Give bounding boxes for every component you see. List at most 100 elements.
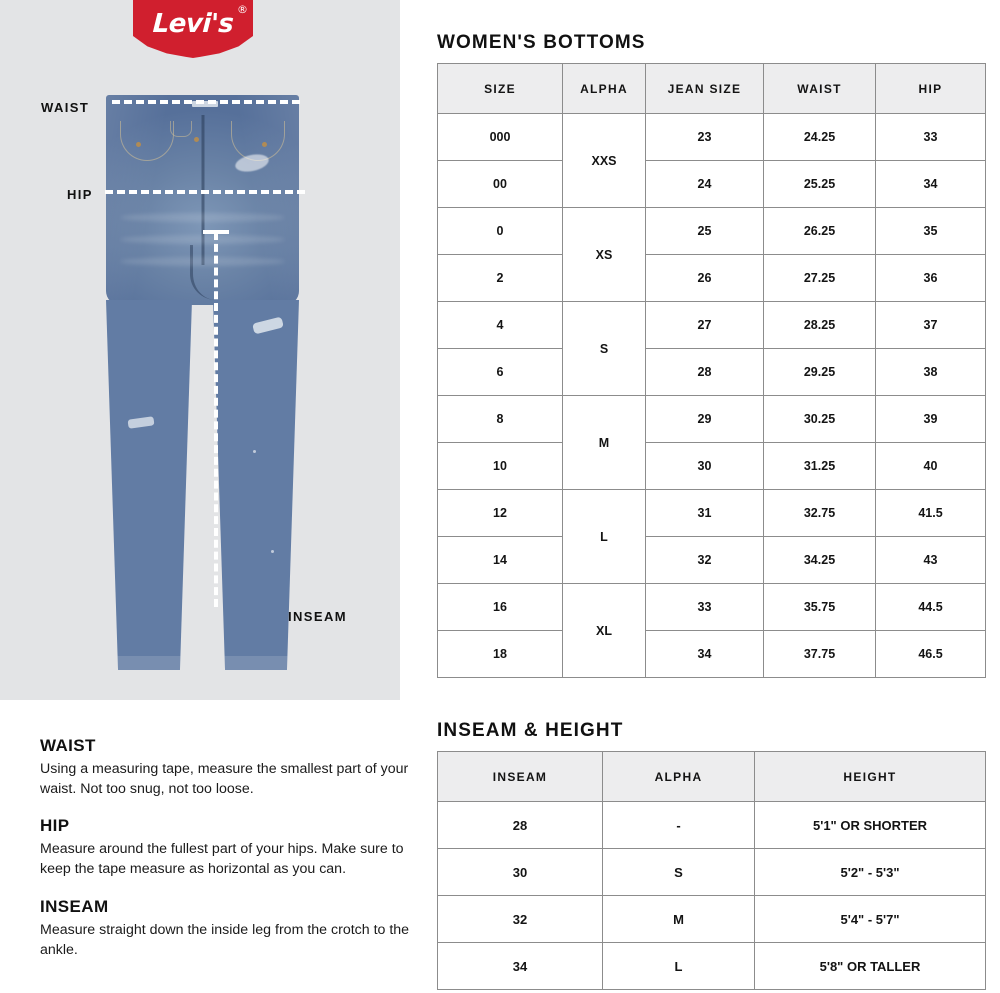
cell-size: 16 xyxy=(437,583,563,631)
table-row: 28 - 5'1" OR SHORTER xyxy=(437,801,986,849)
column-header-waist: WAIST xyxy=(763,63,876,114)
inseam-height-section: INSEAM & HEIGHT INSEAM ALPHA HEIGHT 28 -… xyxy=(437,720,986,990)
fade-band xyxy=(120,235,285,244)
instruction-title: INSEAM xyxy=(40,896,109,916)
inseam-height-title: INSEAM & HEIGHT xyxy=(437,720,624,741)
instruction-title: WAIST xyxy=(40,736,96,755)
cell-jean-size: 25 xyxy=(645,207,764,255)
cell-inseam: 30 xyxy=(437,848,603,896)
column-header-size: SIZE xyxy=(437,63,563,114)
waistband xyxy=(112,95,305,115)
jeans-illustration-panel: Levi's ® xyxy=(0,0,400,700)
column-header-alpha: ALPHA xyxy=(562,63,646,114)
column-header-inseam: INSEAM xyxy=(437,751,603,802)
levis-logo: Levi's ® xyxy=(133,0,253,60)
table-row: 2 26 27.25 36 xyxy=(437,254,986,302)
cell-alpha: M xyxy=(602,895,755,943)
cell-hip: 36 xyxy=(875,254,986,302)
cell-size: 14 xyxy=(437,536,563,584)
cell-waist: 28.25 xyxy=(763,301,876,349)
fabric-speck xyxy=(253,450,256,453)
cell-size: 18 xyxy=(437,630,563,678)
cell-hip: 34 xyxy=(875,160,986,208)
table-row: 12 L 31 32.75 41.5 xyxy=(437,489,986,584)
waistband-tag xyxy=(191,101,218,107)
cell-hip: 41.5 xyxy=(875,489,986,537)
cell-height: 5'1" OR SHORTER xyxy=(754,801,986,849)
cell-hip: 44.5 xyxy=(875,583,986,631)
cell-alpha: - xyxy=(602,801,755,849)
cell-hip: 39 xyxy=(875,395,986,443)
fade-band xyxy=(120,213,285,222)
rivet xyxy=(262,142,267,147)
cell-hip: 40 xyxy=(875,442,986,490)
cell-size: 2 xyxy=(437,254,563,302)
cell-inseam: 32 xyxy=(437,895,603,943)
waist-diagram-label: WAIST xyxy=(41,100,90,115)
leg-hem xyxy=(213,656,299,670)
womens-bottoms-body: 000 XXS 23 24.25 33 00 24 25.25 34 0 XS … xyxy=(437,113,986,678)
batwing-shape xyxy=(133,0,253,58)
cell-height: 5'2" - 5'3" xyxy=(754,848,986,896)
table-header-row: SIZE ALPHA JEAN SIZE WAIST HIP xyxy=(437,63,986,114)
cell-waist: 32.75 xyxy=(763,489,876,537)
table-row: 16 XL 33 35.75 44.5 xyxy=(437,583,986,678)
jeans-upper-body xyxy=(106,95,299,305)
hip-diagram-label: HIP xyxy=(67,187,93,202)
cell-hip: 38 xyxy=(875,348,986,396)
hip-measure-line xyxy=(105,190,305,194)
cell-height: 5'4" - 5'7" xyxy=(754,895,986,943)
coin-pocket xyxy=(170,121,192,137)
cell-waist: 35.75 xyxy=(763,583,876,631)
cell-waist: 25.25 xyxy=(763,160,876,208)
cell-size: 4 xyxy=(437,301,563,349)
table-row: 00 24 25.25 34 xyxy=(437,160,986,208)
cell-waist: 30.25 xyxy=(763,395,876,443)
instruction-title: HIP xyxy=(40,816,70,836)
inseam-height-body: 28 - 5'1" OR SHORTER 30 S 5'2" - 5'3" 32… xyxy=(437,801,986,990)
womens-bottoms-table: SIZE ALPHA JEAN SIZE WAIST HIP 000 XXS 2… xyxy=(437,63,986,678)
cell-hip: 35 xyxy=(875,207,986,255)
cell-jean-size: 27 xyxy=(645,301,764,349)
cell-jean-size: 26 xyxy=(645,254,764,302)
cell-inseam: 34 xyxy=(437,942,603,990)
cell-jean-size: 29 xyxy=(645,395,764,443)
cell-jean-size: 23 xyxy=(645,113,764,161)
cell-waist: 37.75 xyxy=(763,630,876,678)
instruction-body: Measure around the fullest part of your … xyxy=(40,841,404,878)
instruction-body: Measure straight down the inside leg fro… xyxy=(40,921,410,958)
fade-band xyxy=(120,257,285,266)
inseam-diagram-label: INSEAM xyxy=(288,609,347,624)
womens-bottoms-section: WOMEN'S BOTTOMS SIZE ALPHA JEAN SIZE WAI… xyxy=(437,32,986,678)
cell-alpha: L xyxy=(602,942,755,990)
column-header-jean-size: JEAN SIZE xyxy=(645,63,764,114)
column-header-hip: HIP xyxy=(875,63,986,114)
table-row: 34 L 5'8" OR TALLER xyxy=(437,942,986,990)
cell-hip: 46.5 xyxy=(875,630,986,678)
instruction-waist: WAIST Using a measuring tape, measure th… xyxy=(40,736,412,799)
jeans-leg-left xyxy=(106,300,192,670)
cell-waist: 24.25 xyxy=(763,113,876,161)
cell-size: 10 xyxy=(437,442,563,490)
table-row: 14 32 34.25 43 xyxy=(437,536,986,584)
table-header-row: INSEAM ALPHA HEIGHT xyxy=(437,751,986,802)
column-header-height: HEIGHT xyxy=(754,751,986,802)
table-row: 0 XS 25 26.25 35 xyxy=(437,207,986,302)
registered-trademark-icon: ® xyxy=(237,3,248,16)
cell-alpha: S xyxy=(602,848,755,896)
cell-size: 0 xyxy=(437,207,563,255)
cell-hip: 43 xyxy=(875,536,986,584)
cell-size: 00 xyxy=(437,160,563,208)
instruction-inseam: INSEAM Measure straight down the inside … xyxy=(40,897,412,960)
table-row: 18 34 37.75 46.5 xyxy=(437,630,986,678)
jeans-image xyxy=(100,95,305,670)
cell-jean-size: 30 xyxy=(645,442,764,490)
cell-waist: 31.25 xyxy=(763,442,876,490)
cell-waist: 29.25 xyxy=(763,348,876,396)
front-pocket-left xyxy=(120,121,174,161)
table-row: 10 30 31.25 40 xyxy=(437,442,986,490)
cell-waist: 27.25 xyxy=(763,254,876,302)
waist-measure-line xyxy=(112,100,300,104)
cell-alpha: L xyxy=(562,489,646,584)
fly-curve-seam xyxy=(189,245,216,300)
